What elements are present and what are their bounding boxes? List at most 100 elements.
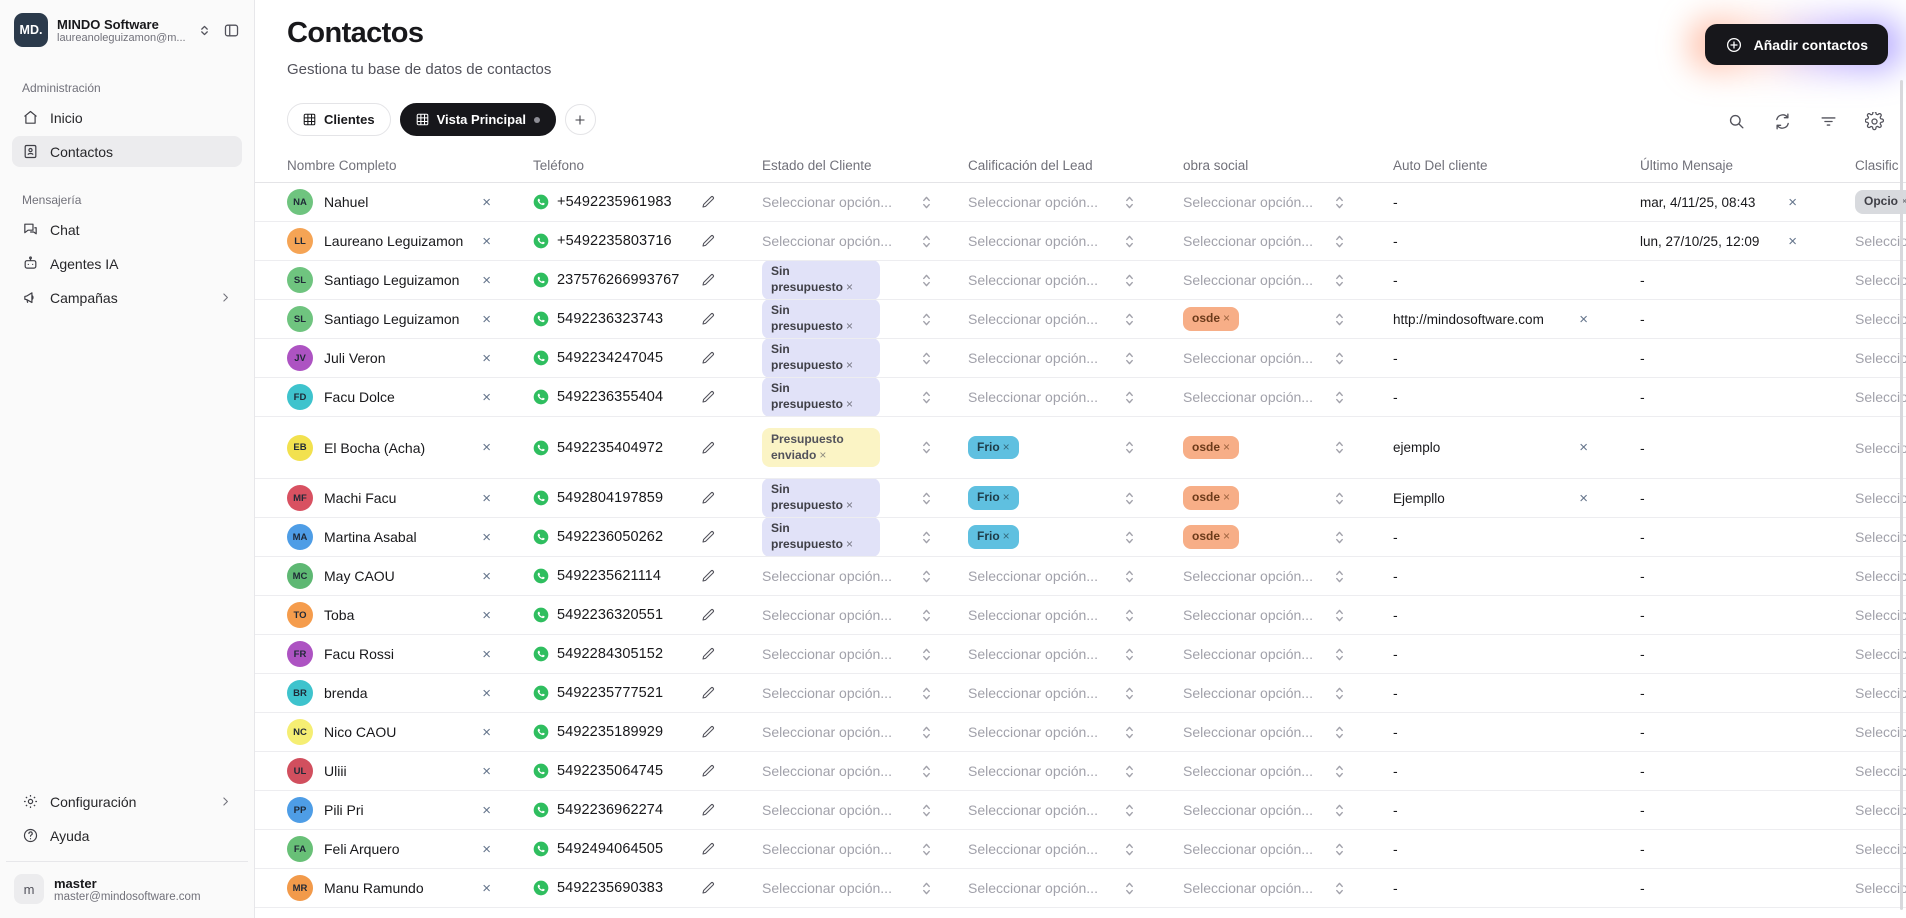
remove-icon[interactable]: × <box>482 388 491 406</box>
cell-calificacion[interactable]: Seleccionar opción... <box>968 635 1183 673</box>
cell-calificacion[interactable]: Seleccionar opción... <box>968 557 1183 595</box>
collapse-sidebar-icon[interactable] <box>223 22 240 39</box>
cell-obra-social[interactable]: Seleccionar opción... <box>1183 791 1393 829</box>
workspace-switcher[interactable]: MD. MINDO Software laureanoleguizamon@m.… <box>12 11 242 47</box>
sort-toggle-icon[interactable] <box>1334 764 1345 779</box>
remove-icon[interactable]: × <box>482 762 491 780</box>
badge-remove-icon[interactable]: × <box>1002 439 1010 454</box>
cell-clasificacion[interactable]: Seleccionar opción... <box>1855 222 1906 260</box>
cell-clasificacion[interactable]: Seleccionar opción... <box>1855 417 1906 478</box>
remove-icon[interactable]: × <box>482 271 491 289</box>
account-row[interactable]: m master master@mindosoftware.com <box>6 861 248 908</box>
cell-calificacion[interactable]: Seleccionar opción... <box>968 183 1183 221</box>
edit-icon[interactable] <box>700 490 716 506</box>
cell-calificacion[interactable]: Seleccionar opción... <box>968 752 1183 790</box>
sidebar-item-inicio[interactable]: Inicio <box>12 102 242 133</box>
sort-toggle-icon[interactable] <box>921 647 932 662</box>
add-view-button[interactable] <box>564 104 596 135</box>
cell-clasificacion[interactable]: Seleccionar opción... <box>1855 596 1906 634</box>
badge-remove-icon[interactable]: × <box>846 280 854 294</box>
cell-obra-social[interactable]: Seleccionar opción... <box>1183 830 1393 868</box>
remove-icon[interactable]: × <box>482 528 491 546</box>
cell-estado[interactable]: Seleccionar opción... <box>762 635 968 673</box>
cell-estado[interactable]: Seleccionar opción... <box>762 791 968 829</box>
cell-calificacion[interactable]: Seleccionar opción... <box>968 869 1183 907</box>
sidebar-item-campañas[interactable]: Campañas <box>12 282 242 313</box>
cell-calificacion[interactable]: Frio × <box>968 479 1183 517</box>
edit-icon[interactable] <box>700 763 716 779</box>
cell-estado[interactable]: Sin presupuesto × <box>762 339 968 377</box>
cell-obra-social[interactable]: Seleccionar opción... <box>1183 557 1393 595</box>
remove-icon[interactable]: × <box>482 645 491 663</box>
sidebar-item-configuración[interactable]: Configuración <box>12 786 242 817</box>
cell-obra-social[interactable]: Seleccionar opción... <box>1183 674 1393 712</box>
sort-toggle-icon[interactable] <box>921 312 932 327</box>
badge-remove-icon[interactable]: × <box>846 537 854 551</box>
sort-toggle-icon[interactable] <box>1124 390 1135 405</box>
badge-remove-icon[interactable]: × <box>846 498 854 512</box>
cell-clasificacion[interactable]: Seleccionar opción... <box>1855 479 1906 517</box>
remove-icon[interactable]: × <box>482 567 491 585</box>
sort-toggle-icon[interactable] <box>1124 842 1135 857</box>
sort-toggle-icon[interactable] <box>1334 351 1345 366</box>
chevron-updown-icon[interactable] <box>198 24 211 37</box>
sort-toggle-icon[interactable] <box>1334 608 1345 623</box>
sidebar-item-ayuda[interactable]: Ayuda <box>12 820 242 851</box>
sort-toggle-icon[interactable] <box>921 491 932 506</box>
sort-toggle-icon[interactable] <box>1334 440 1345 455</box>
sort-toggle-icon[interactable] <box>1334 686 1345 701</box>
cell-clasificacion[interactable]: Seleccionar opción... <box>1855 869 1906 907</box>
edit-icon[interactable] <box>700 440 716 456</box>
sort-toggle-icon[interactable] <box>1334 647 1345 662</box>
cell-clasificacion[interactable]: Seleccionar opción... <box>1855 261 1906 299</box>
cell-estado[interactable]: Seleccionar opción... <box>762 752 968 790</box>
sort-toggle-icon[interactable] <box>921 608 932 623</box>
sort-toggle-icon[interactable] <box>1334 725 1345 740</box>
sort-toggle-icon[interactable] <box>1124 351 1135 366</box>
remove-icon[interactable]: × <box>482 349 491 367</box>
sort-toggle-icon[interactable] <box>921 234 932 249</box>
cell-obra-social[interactable]: Seleccionar opción... <box>1183 378 1393 416</box>
sort-toggle-icon[interactable] <box>1124 440 1135 455</box>
sort-toggle-icon[interactable] <box>921 842 932 857</box>
cell-estado[interactable]: Seleccionar opción... <box>762 713 968 751</box>
cell-estado[interactable]: Sin presupuesto × <box>762 518 968 556</box>
cell-obra-social[interactable]: Seleccionar opción... <box>1183 222 1393 260</box>
cell-obra-social[interactable]: Seleccionar opción... <box>1183 339 1393 377</box>
cell-clasificacion[interactable]: Seleccionar opción... <box>1855 830 1906 868</box>
vertical-scrollbar[interactable] <box>1900 80 1903 910</box>
sort-toggle-icon[interactable] <box>921 530 932 545</box>
sort-toggle-icon[interactable] <box>921 686 932 701</box>
remove-icon[interactable]: × <box>1579 439 1588 456</box>
edit-icon[interactable] <box>700 272 716 288</box>
remove-icon[interactable]: × <box>482 232 491 250</box>
edit-icon[interactable] <box>700 685 716 701</box>
cell-obra-social[interactable]: osde × <box>1183 518 1393 556</box>
cell-calificacion[interactable]: Seleccionar opción... <box>968 830 1183 868</box>
edit-icon[interactable] <box>700 350 716 366</box>
sort-toggle-icon[interactable] <box>1124 803 1135 818</box>
sort-toggle-icon[interactable] <box>1334 234 1345 249</box>
cell-clasificacion[interactable]: Seleccionar opción... <box>1855 300 1906 338</box>
edit-icon[interactable] <box>700 880 716 896</box>
sort-toggle-icon[interactable] <box>1124 312 1135 327</box>
sort-toggle-icon[interactable] <box>1124 764 1135 779</box>
sort-toggle-icon[interactable] <box>921 351 932 366</box>
cell-obra-social[interactable]: Seleccionar opción... <box>1183 635 1393 673</box>
sort-toggle-icon[interactable] <box>921 803 932 818</box>
sort-toggle-icon[interactable] <box>1124 530 1135 545</box>
cell-estado[interactable]: Seleccionar opción... <box>762 183 968 221</box>
sort-toggle-icon[interactable] <box>921 764 932 779</box>
sort-toggle-icon[interactable] <box>921 881 932 896</box>
edit-icon[interactable] <box>700 802 716 818</box>
sort-toggle-icon[interactable] <box>1334 195 1345 210</box>
cell-obra-social[interactable]: Seleccionar opción... <box>1183 869 1393 907</box>
sort-toggle-icon[interactable] <box>921 725 932 740</box>
cell-estado[interactable]: Seleccionar opción... <box>762 222 968 260</box>
cell-clasificacion[interactable]: Seleccionar opción... <box>1855 378 1906 416</box>
badge-remove-icon[interactable]: × <box>1901 194 1906 208</box>
cell-estado[interactable]: Seleccionar opción... <box>762 596 968 634</box>
sort-toggle-icon[interactable] <box>1124 725 1135 740</box>
cell-estado[interactable]: Sin presupuesto × <box>762 378 968 416</box>
sort-toggle-icon[interactable] <box>921 195 932 210</box>
